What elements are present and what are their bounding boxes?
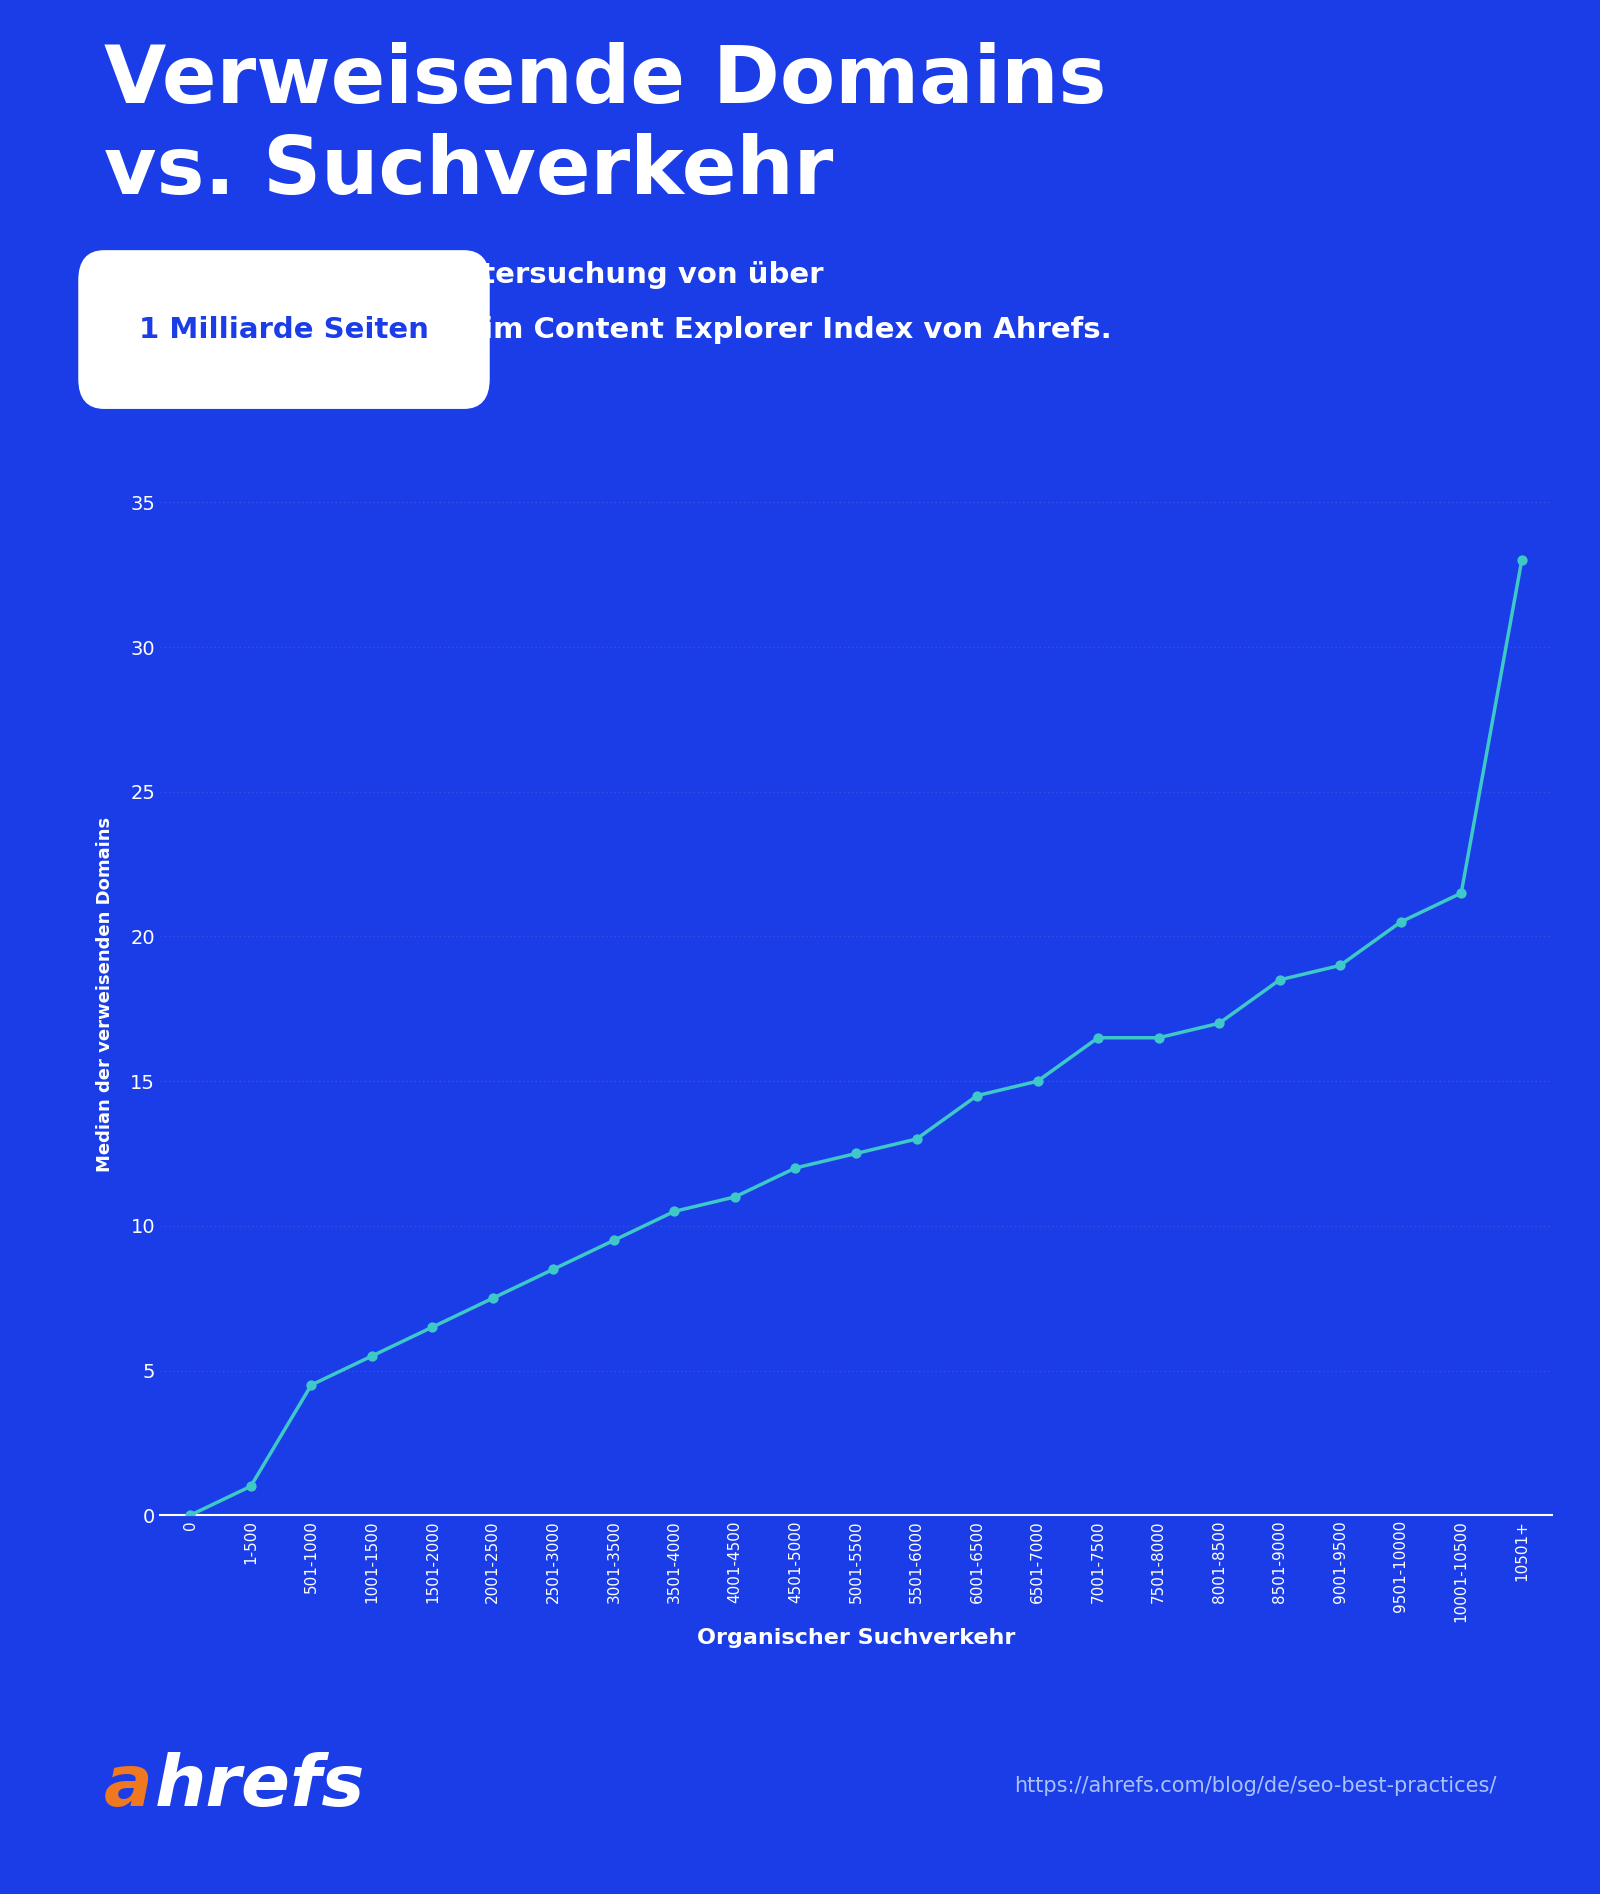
Point [662,1197,688,1227]
Text: 1 Milliarde Seiten: 1 Milliarde Seiten [139,316,429,343]
Point [1387,907,1413,938]
Point [1024,1066,1050,1097]
Text: Organischer Suchverkehr: Organischer Suchverkehr [698,1629,1014,1648]
Point [419,1313,445,1343]
Point [358,1341,384,1371]
Text: a: a [104,1752,152,1820]
Text: Basierend auf einer Untersuchung von über: Basierend auf einer Untersuchung von übe… [104,261,824,290]
Text: Verweisende Domains: Verweisende Domains [104,42,1107,119]
Point [965,1080,990,1110]
Point [541,1254,566,1284]
Point [299,1369,325,1400]
Point [722,1182,747,1212]
Point [1448,879,1474,909]
Point [1328,951,1354,981]
Point [1267,964,1293,994]
Text: vs. Suchverkehr: vs. Suchverkehr [104,133,834,210]
Y-axis label: Median der verweisenden Domains: Median der verweisenden Domains [96,816,114,1172]
Text: hrefs: hrefs [155,1752,365,1820]
Point [904,1123,930,1153]
Point [1085,1023,1110,1053]
Point [178,1500,203,1530]
Point [602,1225,627,1256]
Text: https://ahrefs.com/blog/de/seo-best-practices/: https://ahrefs.com/blog/de/seo-best-prac… [1014,1777,1496,1796]
Point [1146,1023,1171,1053]
Point [1206,1008,1232,1038]
Text: im Content Explorer Index von Ahrefs.: im Content Explorer Index von Ahrefs. [483,316,1112,343]
Point [238,1472,264,1502]
Point [1509,545,1534,576]
Point [843,1138,869,1169]
Point [480,1282,506,1313]
Point [782,1153,808,1184]
